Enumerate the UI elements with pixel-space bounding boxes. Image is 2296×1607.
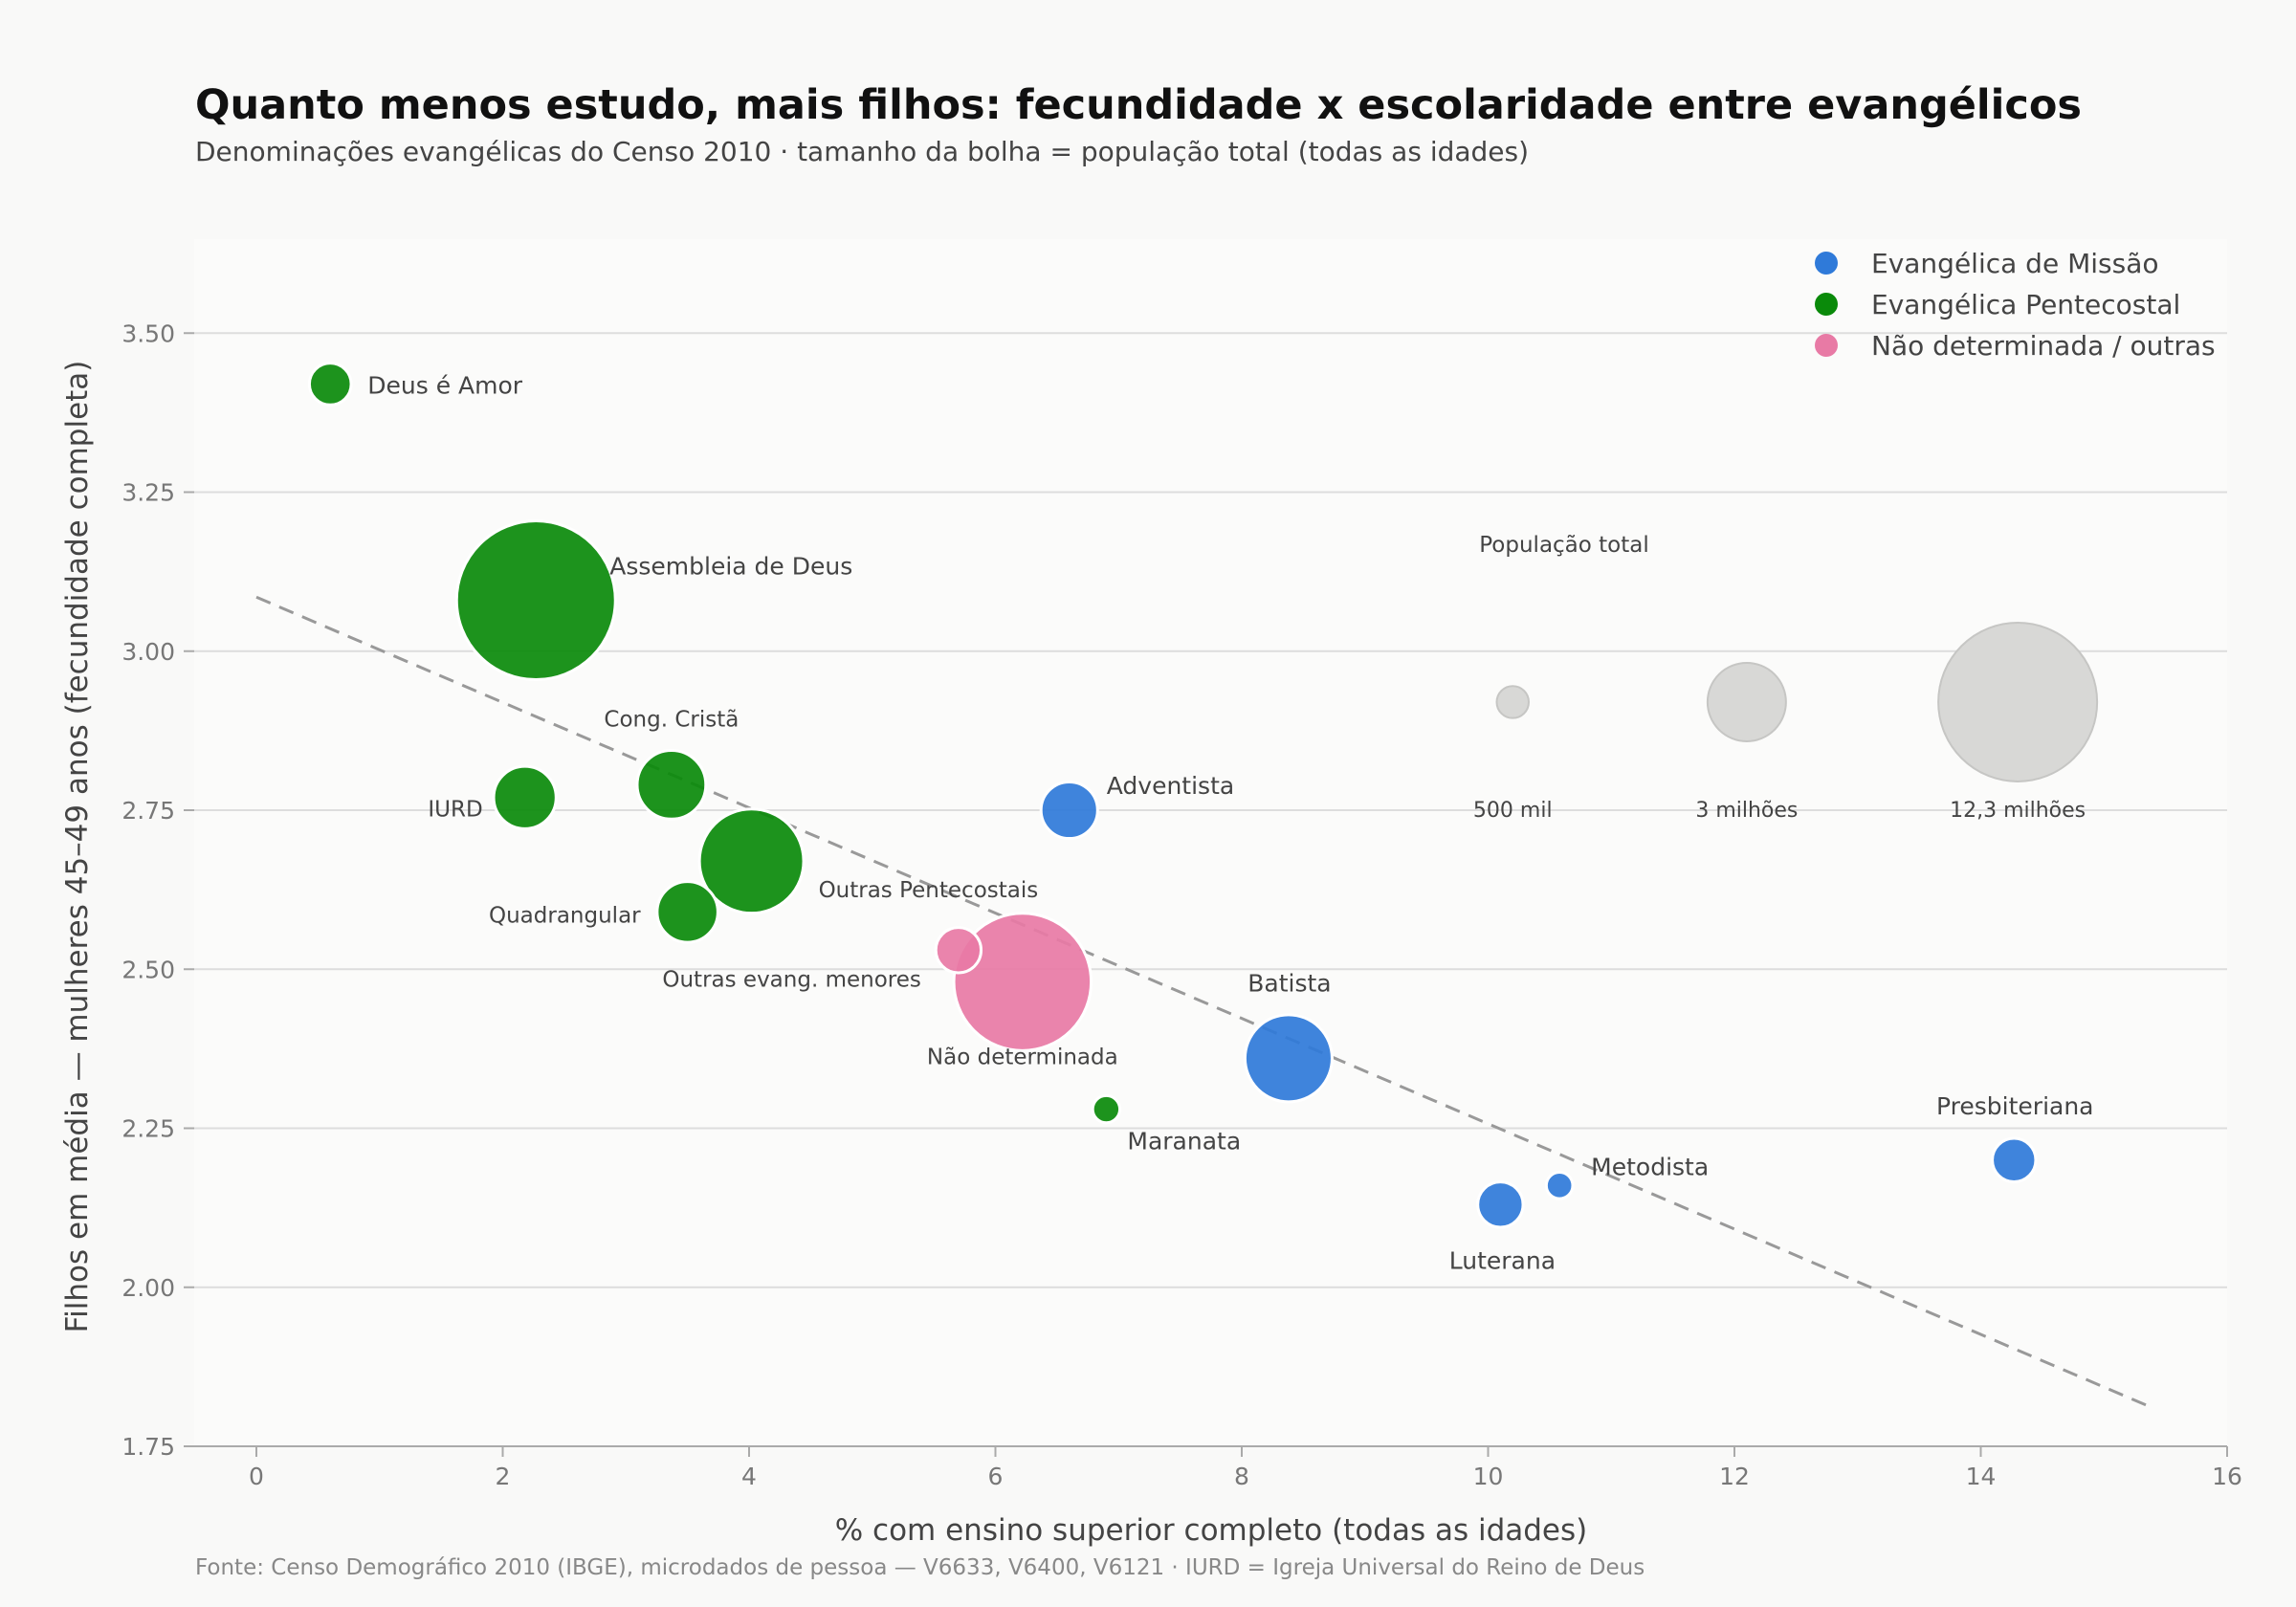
x-axis-label: % com ensino superior completo (todas as… bbox=[835, 1513, 1588, 1548]
point-label-outras-evang-menores: Outras evang. menores bbox=[662, 967, 921, 992]
y-tick-label: 1.75 bbox=[121, 1433, 175, 1461]
point-label-luterana: Luterana bbox=[1449, 1246, 1556, 1274]
legend-label-missao: Evangélica de Missão bbox=[1871, 248, 2158, 279]
point-label-metodista: Metodista bbox=[1591, 1153, 1709, 1180]
point-label-cong-crista: Cong. Cristã bbox=[604, 707, 739, 732]
size-legend-bubble bbox=[1937, 621, 2099, 782]
point-label-nao-determinada: Não determinada bbox=[927, 1046, 1118, 1070]
legend: Evangélica de Missão Evangélica Pentecos… bbox=[1815, 248, 2216, 362]
size-legend-bubble bbox=[1706, 661, 1787, 742]
chart-title: Quanto menos estudo, mais filhos: fecund… bbox=[195, 81, 2082, 129]
size-legend: População total 500 mil 3 milhões 12,3 mil… bbox=[1473, 533, 2099, 823]
bubble-cong-crista bbox=[635, 749, 708, 821]
x-tick-label: 4 bbox=[741, 1463, 757, 1490]
legend-label-nao-det: Não determinada / outras bbox=[1871, 330, 2216, 362]
y-tick-label: 3.25 bbox=[121, 479, 175, 507]
size-legend-label: 3 milhões bbox=[1695, 799, 1798, 823]
bubble-iurd bbox=[492, 764, 558, 830]
legend-marker-pentecostal bbox=[1815, 293, 1838, 316]
y-tick-label: 2.75 bbox=[121, 797, 175, 825]
bubble-metodista bbox=[1544, 1171, 1575, 1200]
bubble-batista bbox=[1243, 1013, 1334, 1104]
y-tick-label: 2.00 bbox=[121, 1274, 175, 1302]
bubble-maranata bbox=[1091, 1093, 1122, 1125]
x-ticks: 0 2 4 6 8 10 12 14 16 bbox=[249, 1446, 2242, 1490]
bubble-outras-evang-menores bbox=[934, 926, 983, 975]
x-tick-label: 6 bbox=[988, 1463, 1004, 1490]
x-tick-label: 16 bbox=[2212, 1463, 2242, 1490]
y-tick-label: 3.50 bbox=[121, 319, 175, 347]
point-label-batista: Batista bbox=[1247, 969, 1331, 997]
x-tick-label: 8 bbox=[1234, 1463, 1249, 1490]
size-legend-label: 500 mil bbox=[1473, 799, 1553, 823]
x-tick-label: 0 bbox=[249, 1463, 264, 1490]
point-label-maranata: Maranata bbox=[1127, 1128, 1241, 1156]
y-ticks: 1.75 2.00 2.25 2.50 2.75 3.00 3.25 3.50 bbox=[121, 319, 194, 1461]
bubble-outras-pentecostais bbox=[697, 807, 806, 915]
point-label-quadrangular: Quadrangular bbox=[489, 903, 641, 928]
point-label-assembleia-de-deus: Assembleia de Deus bbox=[609, 553, 852, 581]
bubble-assembleia-de-deus bbox=[454, 519, 617, 682]
point-label-adventista: Adventista bbox=[1107, 772, 1234, 800]
point-label-outras-pentecostais: Outras Pentecostais bbox=[819, 878, 1039, 903]
point-label-presbiteriana: Presbiteriana bbox=[1936, 1092, 2093, 1120]
legend-marker-missao bbox=[1815, 252, 1838, 275]
bubbles bbox=[307, 362, 2038, 1229]
size-legend-label: 12,3 milhões bbox=[1950, 799, 2086, 823]
point-labels: Deus é Amor Assembleia de Deus IURD Cong. C… bbox=[367, 371, 2093, 1274]
bubble-presbiteriana bbox=[1991, 1136, 2038, 1183]
x-tick-label: 12 bbox=[1719, 1463, 1750, 1490]
y-tick-label: 2.25 bbox=[121, 1115, 175, 1143]
x-tick-label: 2 bbox=[496, 1463, 511, 1490]
y-tick-label: 3.00 bbox=[121, 638, 175, 666]
y-axis-label: Filhos em média — mulheres 45–49 anos (f… bbox=[60, 361, 95, 1333]
trend-line bbox=[255, 595, 2154, 1410]
bubble-quadrangular bbox=[655, 880, 719, 944]
plot-area bbox=[194, 239, 2227, 1446]
point-label-deus-e-amor: Deus é Amor bbox=[367, 371, 523, 399]
bubble-nao-determinada bbox=[952, 912, 1093, 1052]
y-tick-label: 2.50 bbox=[121, 956, 175, 983]
bubble-adventista bbox=[1039, 780, 1099, 841]
x-tick-label: 10 bbox=[1473, 1463, 1504, 1490]
chart-subtitle: Denominações evangélicas do Censo 2010 ·… bbox=[195, 136, 1529, 167]
source-note: Fonte: Censo Demográfico 2010 (IBGE), mi… bbox=[195, 1555, 1645, 1580]
legend-label-pentecostal: Evangélica Pentecostal bbox=[1871, 289, 2180, 320]
size-legend-bubble bbox=[1495, 685, 1530, 719]
size-legend-title: População total bbox=[1479, 533, 1649, 558]
point-label-iurd: IURD bbox=[428, 798, 482, 823]
bubble-deus-e-amor bbox=[307, 362, 353, 407]
bubble-luterana bbox=[1476, 1180, 1525, 1229]
x-tick-label: 14 bbox=[1966, 1463, 1997, 1490]
legend-marker-nao-det bbox=[1815, 334, 1838, 357]
